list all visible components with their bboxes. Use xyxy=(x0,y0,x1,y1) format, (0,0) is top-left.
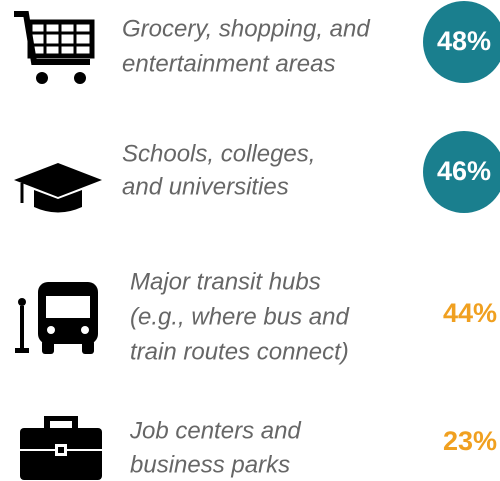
percent: 23% xyxy=(443,426,497,456)
cap-icon xyxy=(14,163,102,213)
label: business parks xyxy=(130,451,290,478)
badge xyxy=(423,1,500,83)
percent: 44% xyxy=(443,298,497,328)
label: Grocery, shopping, and xyxy=(122,15,370,42)
label: (e.g., where bus and xyxy=(130,303,349,330)
briefcase-icon xyxy=(20,416,102,480)
percent: 46% xyxy=(437,156,491,186)
bus-icon xyxy=(15,282,98,354)
percent: 48% xyxy=(437,26,491,56)
label: Schools, colleges, xyxy=(122,140,315,167)
label: Job centers and xyxy=(129,417,301,444)
label: and universities xyxy=(122,173,289,200)
label: Major transit hubs xyxy=(130,268,321,295)
label: train routes connect) xyxy=(130,338,349,365)
label: entertainment areas xyxy=(122,50,335,77)
badge xyxy=(423,131,500,213)
cart-icon xyxy=(14,11,95,84)
